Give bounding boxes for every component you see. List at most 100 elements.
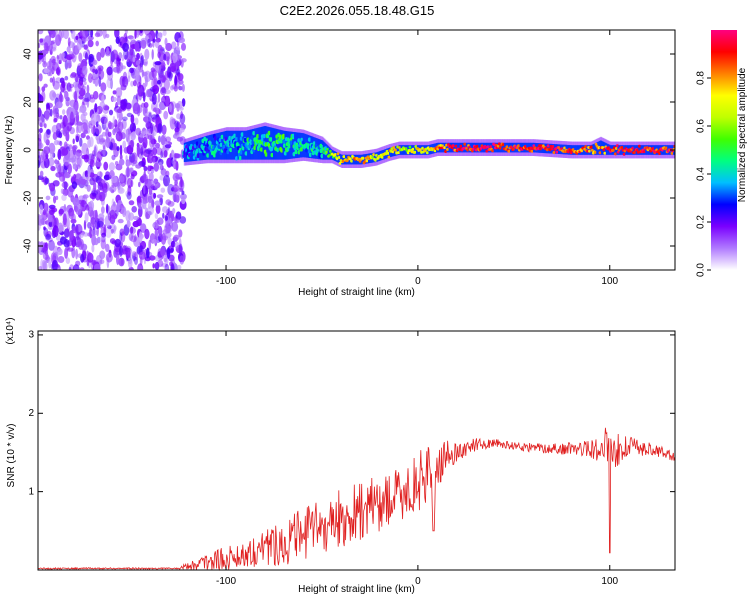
signal-cell	[219, 142, 223, 147]
noise-speckle	[83, 154, 89, 163]
noise-speckle	[175, 211, 182, 220]
signal-cell	[588, 149, 592, 153]
noise-speckle	[102, 30, 107, 39]
signal-cell	[498, 146, 502, 150]
noise-speckle	[113, 201, 116, 207]
noise-speckle	[94, 209, 98, 222]
signal-cell	[501, 143, 505, 147]
snr-y-axis-label: SNR (10 * v/v)	[6, 424, 17, 488]
noise-speckle	[143, 61, 148, 67]
noise-speckle	[38, 92, 42, 99]
signal-cell	[563, 146, 567, 150]
signal-band	[340, 154, 342, 164]
noise-speckle	[122, 140, 127, 149]
signal-cell	[189, 151, 194, 157]
snr-x-tick-label: -100	[216, 576, 236, 587]
noise-speckle	[94, 146, 97, 157]
noise-speckle	[145, 148, 152, 154]
signal-cell	[505, 145, 509, 149]
noise-speckle	[125, 247, 131, 259]
signal-cell	[294, 149, 298, 155]
noise-speckle	[121, 54, 125, 62]
signal-band	[415, 145, 417, 155]
noise-speckle	[57, 148, 62, 161]
signal-cell	[233, 133, 237, 138]
noise-speckle	[94, 69, 99, 75]
signal-band	[666, 145, 668, 155]
noise-speckle	[130, 114, 135, 124]
noise-speckle	[103, 117, 109, 130]
snr-frame	[37, 330, 676, 571]
signal-cell	[243, 137, 247, 143]
noise-speckle	[52, 132, 58, 141]
noise-speckle	[48, 258, 51, 269]
noise-speckle	[82, 65, 88, 76]
noise-speckle	[60, 188, 64, 194]
noise-speckle	[79, 137, 83, 147]
noise-speckle	[71, 181, 78, 190]
signal-cell	[593, 150, 598, 154]
noise-speckle	[156, 194, 164, 199]
noise-speckle	[110, 78, 113, 90]
noise-speckle	[171, 41, 177, 50]
noise-speckle	[157, 80, 161, 85]
noise-speckle	[92, 192, 96, 197]
noise-speckle	[158, 135, 161, 143]
noise-speckle	[152, 84, 160, 95]
spec-x-tick-label: -100	[216, 276, 236, 287]
noise-speckle	[82, 121, 90, 132]
noise-speckle	[115, 87, 123, 98]
noise-speckle	[147, 164, 151, 175]
noise-speckle	[114, 161, 119, 166]
noise-speckle	[54, 159, 58, 165]
noise-speckle	[88, 200, 95, 212]
noise-speckle	[74, 73, 79, 83]
signal-cell	[241, 146, 245, 151]
noise-speckle	[98, 76, 102, 87]
noise-speckle	[83, 219, 87, 231]
noise-speckle	[150, 169, 155, 174]
snr-ticks: -100 0 100 1 2 3	[28, 330, 675, 587]
noise-speckle	[172, 208, 176, 214]
noise-speckle	[178, 37, 185, 44]
noise-speckle	[108, 212, 111, 221]
noise-speckle	[106, 66, 113, 76]
noise-speckle	[61, 52, 66, 58]
noise-speckle	[164, 144, 172, 149]
signal-cell	[486, 145, 490, 149]
noise-speckle	[160, 246, 166, 257]
snr-x-tick-label: 100	[601, 576, 618, 587]
noise-speckle	[162, 212, 165, 219]
noise-speckle	[124, 54, 127, 60]
noise-speckle	[172, 159, 178, 170]
colorbar-tick-label: 0.0	[696, 263, 707, 277]
snr-y-tick-label: 1	[28, 486, 34, 497]
spec-x-tick-label: 0	[415, 276, 421, 287]
noise-speckle	[179, 193, 187, 200]
noise-speckle	[64, 75, 69, 81]
noise-speckle	[100, 82, 107, 92]
noise-speckle	[88, 73, 93, 83]
signal-band	[620, 145, 622, 155]
noise-speckle	[93, 238, 99, 246]
signal-cell	[546, 144, 551, 148]
noise-speckle	[97, 181, 104, 191]
signal-cell	[507, 149, 511, 153]
noise-speckle	[106, 77, 113, 89]
signal-cell	[280, 148, 284, 153]
noise-speckle	[120, 99, 127, 111]
noise-speckle	[99, 101, 106, 110]
noise-speckle	[109, 214, 116, 225]
noise-speckle	[161, 206, 169, 213]
noise-speckle	[163, 78, 170, 91]
noise-speckle	[154, 40, 160, 49]
noise-speckle	[158, 158, 164, 166]
noise-speckle	[154, 212, 159, 219]
signal-band	[638, 145, 641, 155]
signal-cell	[195, 141, 199, 146]
noise-speckle	[91, 126, 96, 135]
signal-cell	[229, 147, 233, 153]
noise-speckle	[92, 59, 98, 66]
noise-speckle	[135, 127, 141, 136]
signal-cell	[446, 147, 450, 151]
